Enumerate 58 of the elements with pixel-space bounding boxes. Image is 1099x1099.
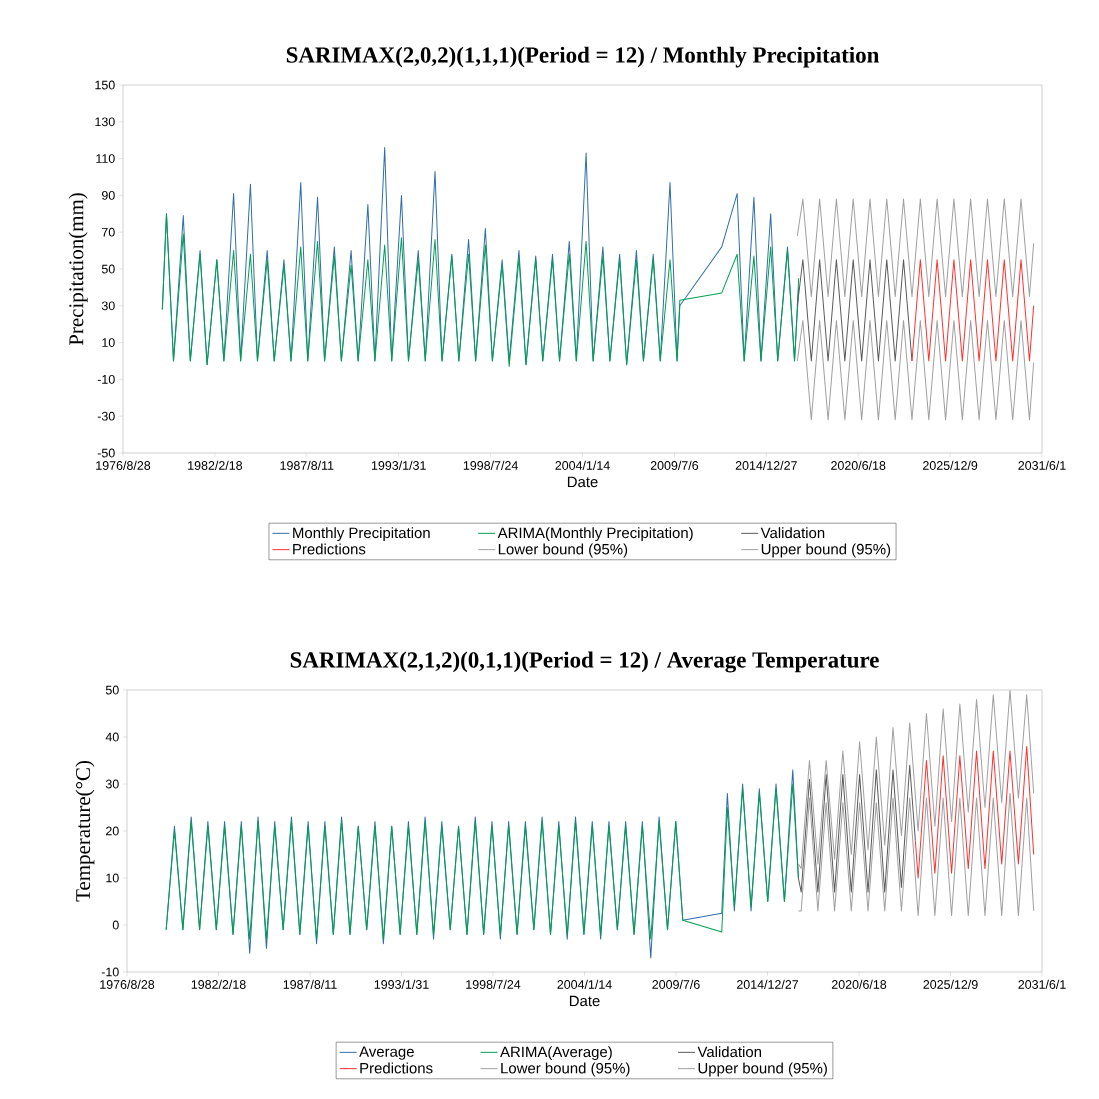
x-tick-label: 2025/12/9 bbox=[923, 460, 978, 470]
y-tick-label: 0 bbox=[112, 920, 119, 930]
y-tick-label: -30 bbox=[97, 411, 115, 421]
chart-title: SARIMAX(2,1,2)(0,1,1)(Period = 12) / Average Temperature bbox=[290, 651, 879, 673]
legend-label: Predictions bbox=[360, 1062, 433, 1074]
y-tick-label: -50 bbox=[97, 448, 115, 458]
x-tick-label: 2031/6/1 bbox=[1018, 979, 1066, 989]
x-tick-label: 2025/12/9 bbox=[923, 979, 978, 989]
chart-title: SARIMAX(2,0,2)(1,1,1)(Period = 12) / Monthly Precipitation bbox=[286, 46, 880, 68]
y-tick-label: 10 bbox=[102, 338, 115, 347]
y-axis-title: Precipitation(mm) bbox=[68, 193, 88, 346]
legend-label: Upper bound (95%) bbox=[761, 543, 891, 558]
legend-label: Average bbox=[359, 1046, 414, 1060]
x-axis-title: Date bbox=[569, 995, 600, 1007]
x-tick-label: 2014/12/27 bbox=[735, 460, 797, 470]
x-tick-label: 1982/2/18 bbox=[188, 460, 243, 470]
x-tick-label: 2020/6/18 bbox=[831, 979, 887, 989]
x-tick-label: 1976/8/28 bbox=[96, 460, 151, 470]
legend-label: Lower bound (95%) bbox=[498, 543, 628, 558]
y-tick-label: 30 bbox=[101, 301, 115, 311]
y-tick-label: -10 bbox=[101, 967, 119, 977]
y-tick-label: 50 bbox=[105, 685, 119, 695]
x-axis-title: Date bbox=[567, 476, 598, 488]
x-tick-label: 1993/1/31 bbox=[374, 979, 429, 989]
legend-label: ARIMA(Average) bbox=[500, 1046, 612, 1061]
y-tick-label: 30 bbox=[105, 779, 119, 789]
x-tick-label: 1987/8/11 bbox=[280, 460, 334, 470]
x-tick-label: 2004/1/14 bbox=[557, 979, 612, 989]
x-tick-label: 1982/2/18 bbox=[191, 979, 246, 989]
y-tick-label: 90 bbox=[101, 190, 115, 200]
x-tick-label: 1976/8/28 bbox=[100, 979, 155, 989]
legend-label: Predictions bbox=[293, 543, 366, 555]
x-tick-label: 2009/7/6 bbox=[650, 460, 699, 470]
x-tick-label: 2020/6/18 bbox=[831, 460, 886, 470]
y-tick-label: 130 bbox=[95, 117, 115, 127]
x-tick-label: 2031/6/1 bbox=[1018, 460, 1066, 470]
y-tick-label: -10 bbox=[97, 374, 115, 384]
y-tick-label: 70 bbox=[102, 227, 115, 237]
y-tick-label: 10 bbox=[106, 873, 119, 883]
y-axis-title: Temperature(°C) bbox=[75, 761, 95, 902]
y-tick-label: 40 bbox=[105, 732, 119, 742]
legend-label: Validation bbox=[697, 1046, 762, 1058]
x-tick-label: 1987/8/11 bbox=[283, 979, 337, 989]
legend-label: Monthly Precipitation bbox=[293, 527, 430, 542]
legend-label: ARIMA(Monthly Precipitation) bbox=[497, 527, 693, 542]
y-tick-label: 110 bbox=[96, 154, 115, 163]
legend-label: Validation bbox=[760, 527, 825, 539]
x-tick-label: 2004/1/14 bbox=[555, 460, 610, 470]
x-tick-label: 1998/7/24 bbox=[466, 979, 521, 989]
y-tick-label: 20 bbox=[106, 826, 119, 836]
x-tick-label: 2009/7/6 bbox=[652, 979, 700, 989]
x-tick-label: 1993/1/31 bbox=[371, 460, 426, 470]
x-tick-label: 1998/7/24 bbox=[463, 460, 518, 470]
legend-label: Upper bound (95%) bbox=[698, 1062, 827, 1077]
y-tick-label: 50 bbox=[101, 264, 115, 274]
legend-label: Lower bound (95%) bbox=[501, 1062, 630, 1077]
x-tick-label: 2014/12/27 bbox=[736, 979, 799, 989]
y-tick-label: 150 bbox=[95, 80, 115, 90]
